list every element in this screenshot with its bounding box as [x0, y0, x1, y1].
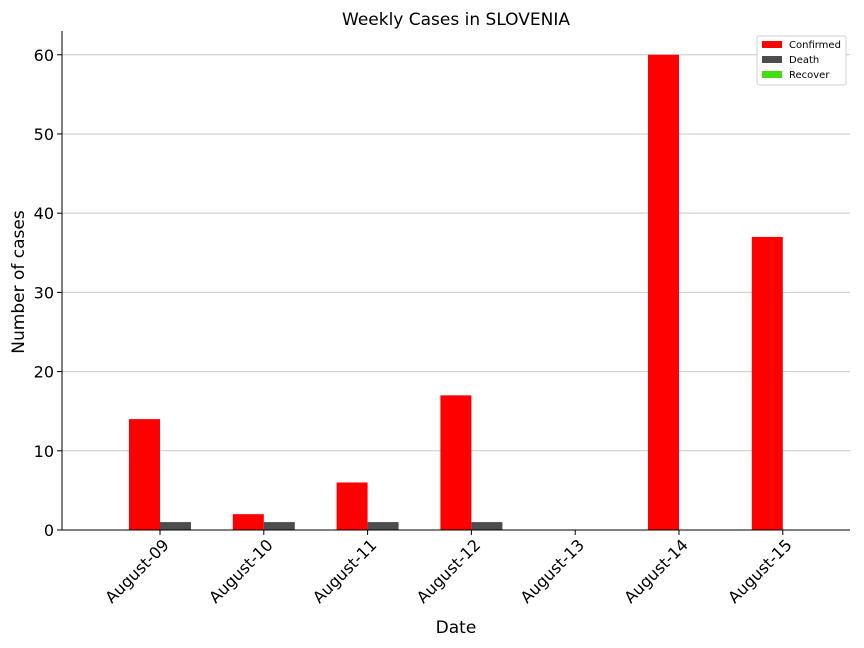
legend-label-death: Death: [789, 55, 819, 66]
bar-death-august-10: [263, 522, 295, 530]
bar-death-august-12: [471, 522, 503, 530]
y-tick-label: 50: [34, 125, 54, 144]
y-tick-label: 0: [44, 521, 54, 540]
legend-swatch-recover: [762, 71, 782, 78]
legend-label-confirmed: Confirmed: [789, 40, 841, 51]
bar-confirmed-august-15: [751, 236, 783, 530]
y-tick-label: 40: [34, 204, 54, 223]
x-tick-label: August-11: [309, 535, 381, 607]
axes: [61, 31, 850, 531]
bar-confirmed-august-09: [129, 419, 160, 530]
legend-swatch-confirmed: [762, 41, 782, 48]
bar-confirmed-august-12: [440, 395, 472, 530]
bar-death-august-09: [160, 522, 191, 530]
y-axis-label: Number of cases: [9, 210, 29, 354]
bar-confirmed-august-10: [232, 514, 264, 530]
x-tick-label: August-12: [413, 535, 485, 607]
legend-label-recover: Recover: [789, 70, 830, 81]
legend: Confirmed Death Recover: [756, 35, 847, 86]
chart-title: Weekly Cases in SLOVENIA: [342, 10, 570, 30]
bar-confirmed-august-11: [336, 482, 368, 530]
bars: [129, 54, 783, 531]
y-tick-label: 30: [34, 283, 54, 302]
y-tick-label: 60: [34, 46, 54, 65]
x-ticks: August-09 August-10 August-11 August-12 Augu…: [101, 530, 796, 607]
x-axis-label: Date: [436, 618, 477, 638]
grid-lines: [62, 54, 850, 452]
legend-swatch-death: [762, 56, 782, 63]
y-tick-label: 20: [34, 363, 54, 382]
x-tick-label: August-13: [517, 535, 589, 607]
y-ticks: 0 10 20 30 40 50 60: [34, 46, 62, 540]
bar-death-august-11: [367, 522, 399, 530]
bar-confirmed-august-14: [648, 54, 679, 531]
y-tick-label: 10: [34, 442, 54, 461]
x-tick-label: August-15: [724, 535, 796, 607]
x-tick-label: August-14: [620, 535, 692, 607]
x-tick-label: August-10: [205, 535, 277, 607]
x-tick-label: August-09: [101, 535, 173, 607]
